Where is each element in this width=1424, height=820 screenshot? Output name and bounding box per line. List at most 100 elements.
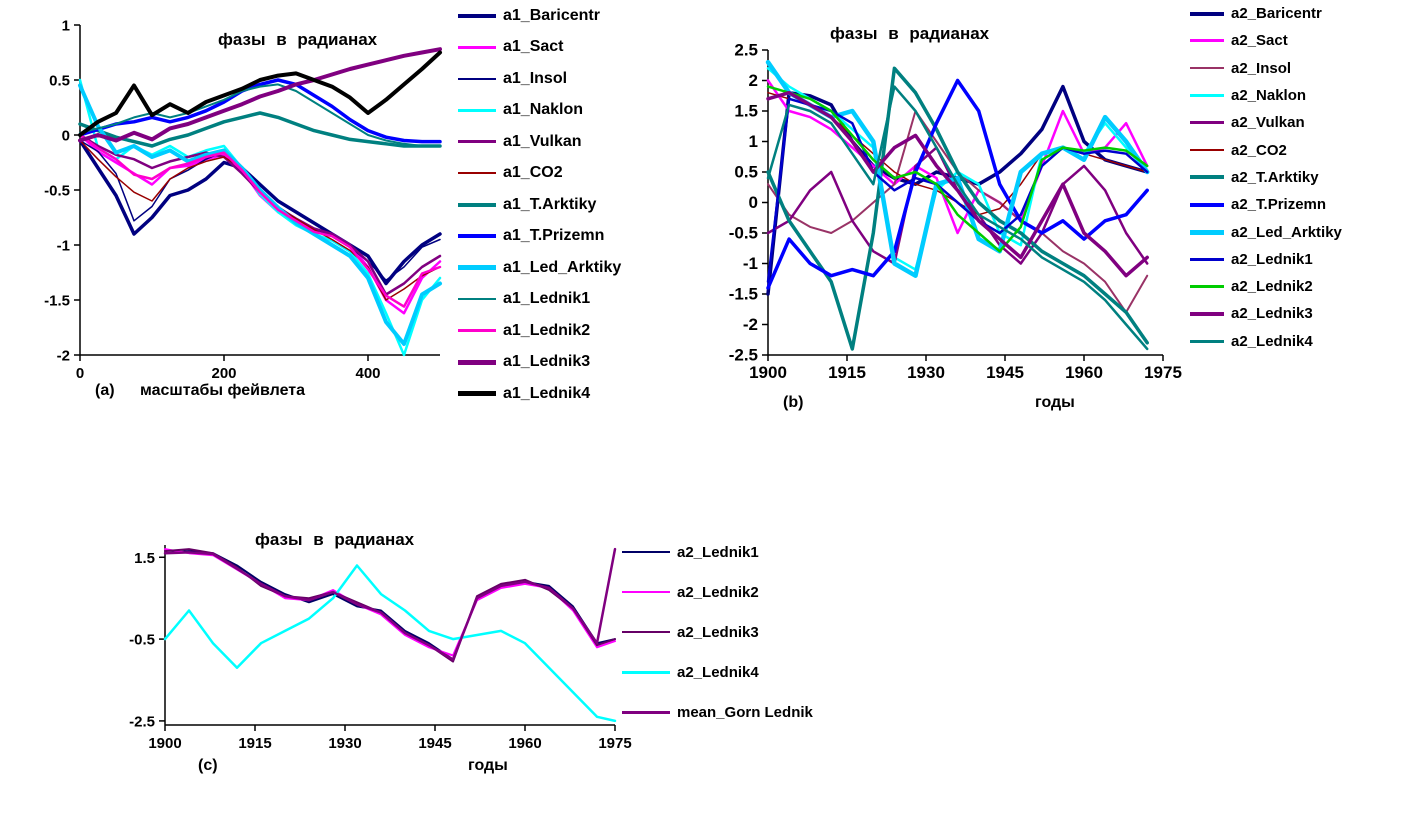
legend-label: a2_Led_Arktiky [1231, 223, 1342, 241]
x-tick-label: 1930 [907, 363, 945, 382]
legend-line-swatch [458, 234, 496, 239]
x-tick-label: 1915 [238, 735, 271, 752]
y-tick-label: -2.5 [729, 346, 758, 365]
legend-line-swatch [1190, 285, 1224, 289]
legend-item-a2_Lednik1: a2_Lednik1 [1190, 246, 1342, 273]
y-tick-label: 2.5 [734, 41, 758, 60]
legend-line-swatch [458, 359, 496, 365]
legend-line-swatch [1190, 311, 1224, 316]
legend-label: a2_Sact [1231, 32, 1288, 50]
legend-line-swatch [458, 172, 496, 175]
legend-label: a1_Vulkan [503, 132, 582, 150]
x-tick-label: 1960 [1065, 363, 1103, 382]
series-line-mean_Gorn Lednik [163, 547, 617, 661]
y-tick-label: 1.5 [134, 550, 155, 567]
legend-item-a2_Insol: a2_Insol [1190, 55, 1342, 82]
legend-item-a2_Lednik4: a2_Lednik4 [622, 652, 813, 692]
y-tick-label: -2 [57, 348, 70, 365]
legend-line-swatch [1190, 229, 1224, 235]
legend-label: mean_Gorn Lednik [677, 703, 813, 721]
legend-label: a2_Insol [1231, 59, 1292, 77]
legend-label: a1_T.Arktiky [503, 195, 597, 213]
series-line-a1_T.Prizemn [78, 78, 442, 144]
legend-label: a2_T.Arktiky [1231, 168, 1319, 186]
y-tick-label: 2 [749, 71, 758, 90]
legend-line-swatch [1190, 149, 1224, 152]
y-tick-label: 0.5 [734, 163, 758, 182]
legend-label: a2_Vulkan [1231, 114, 1305, 132]
legend-item-a2_Lednik2: a2_Lednik2 [1190, 273, 1342, 300]
legend-label: a1_Insol [503, 69, 568, 87]
legend-line-swatch [458, 298, 496, 301]
series-line-a1_Sact [78, 133, 442, 315]
legend-label: a1_Naklon [503, 101, 584, 119]
legend-item-a2_Lednik1: a2_Lednik1 [622, 532, 813, 572]
chart-a-legend: a1_Baricentr a1_Sact a1_Insol a1_Naklon a1_V… [458, 0, 621, 410]
legend-line-swatch [622, 591, 670, 593]
x-tick-label: 1930 [328, 735, 361, 752]
series-line-a1_Lednik3 [78, 47, 442, 143]
legend-item-a1_Naklon: a1_Naklon [458, 95, 621, 127]
legend-line-swatch [458, 329, 496, 333]
y-tick-label: 1 [749, 132, 758, 151]
series-line-a2_Vulkan [766, 146, 1149, 265]
legend-line-swatch [458, 13, 496, 18]
legend-line-swatch [458, 140, 496, 144]
legend-label: a2_Lednik2 [677, 583, 759, 601]
legend-line-swatch [622, 670, 670, 674]
legend-label: a1_CO2 [503, 164, 563, 182]
legend-label: a2_T.Prizemn [1231, 196, 1327, 214]
series-line-a2_Lednik4 [766, 85, 1149, 351]
y-tick-label: -0.5 [729, 224, 758, 243]
x-tick-label: 1915 [828, 363, 866, 382]
y-tick-label: -2.5 [129, 713, 155, 730]
legend-item-a2_T.Arktiky: a2_T.Arktiky [1190, 164, 1342, 191]
chart-b-legend: a2_Baricentr a2_Sact a2_Insol a2_Naklon a2_V… [1190, 0, 1342, 355]
y-tick-label: -1 [743, 254, 758, 273]
chart-a-xlabel: масштабы фейвлета [140, 382, 306, 399]
series-line-a2_Lednik2 [766, 85, 1149, 253]
chart-c-title: фазы в радианах [255, 530, 415, 549]
y-tick-label: 0.5 [49, 73, 70, 90]
legend-item-a2_Lednik3: a2_Lednik3 [1190, 300, 1342, 327]
chart-c-caption: (c) [198, 757, 218, 774]
y-tick-label: -0.5 [44, 183, 70, 200]
legend-item-a1_Lednik2: a1_Lednik2 [458, 315, 621, 347]
y-tick-label: 0 [749, 193, 758, 212]
legend-item-a2_Baricentr: a2_Baricentr [1190, 0, 1342, 27]
legend-item-a2_Lednik4: a2_Lednik4 [1190, 328, 1342, 355]
legend-line-swatch [1190, 67, 1224, 70]
legend-line-swatch [458, 45, 496, 49]
legend-label: a2_Naklon [1231, 87, 1307, 105]
legend-label: a2_Lednik2 [1231, 278, 1313, 296]
legend-line-swatch [1190, 339, 1224, 343]
legend-item-a1_Baricentr: a1_Baricentr [458, 0, 621, 32]
series-line-a2_T.Prizemn [766, 78, 1149, 290]
legend-item-a1_Insol: a1_Insol [458, 63, 621, 95]
legend-label: a1_Lednik4 [503, 384, 591, 402]
x-tick-label: 0 [76, 365, 84, 382]
legend-item-a1_Vulkan: a1_Vulkan [458, 126, 621, 158]
legend-line-swatch [458, 108, 496, 112]
y-tick-label: -1.5 [729, 285, 758, 304]
legend-label: a2_Lednik3 [677, 623, 759, 641]
legend-line-swatch [1190, 175, 1224, 180]
legend-line-swatch [1190, 11, 1224, 16]
legend-label: a1_Led_Arktiky [503, 258, 622, 276]
legend-label: a2_Lednik1 [677, 543, 759, 561]
legend-line-swatch [458, 391, 496, 397]
legend-item-a1_Lednik4: a1_Lednik4 [458, 378, 621, 410]
y-tick-label: -0.5 [129, 632, 155, 649]
chart-c-plot: 1.5 -0.5 -2.5 1900 1915 1930 1945 1960 1975 [129, 545, 632, 752]
legend-label: a2_CO2 [1231, 141, 1287, 159]
legend-item-a1_T.Arktiky: a1_T.Arktiky [458, 189, 621, 221]
legend-label: a2_Lednik1 [1231, 250, 1313, 268]
legend-line-swatch [1190, 39, 1224, 43]
chart-c-xlabel: годы [468, 757, 508, 774]
series-line-a1_T.Arktiky [78, 111, 442, 148]
legend-line-swatch [1190, 121, 1224, 125]
x-tick-label: 200 [211, 365, 236, 382]
chart-b-title: фазы в радианах [830, 24, 990, 43]
y-tick-label: -1 [57, 238, 70, 255]
chart-b-xlabel: годы [1035, 394, 1075, 411]
